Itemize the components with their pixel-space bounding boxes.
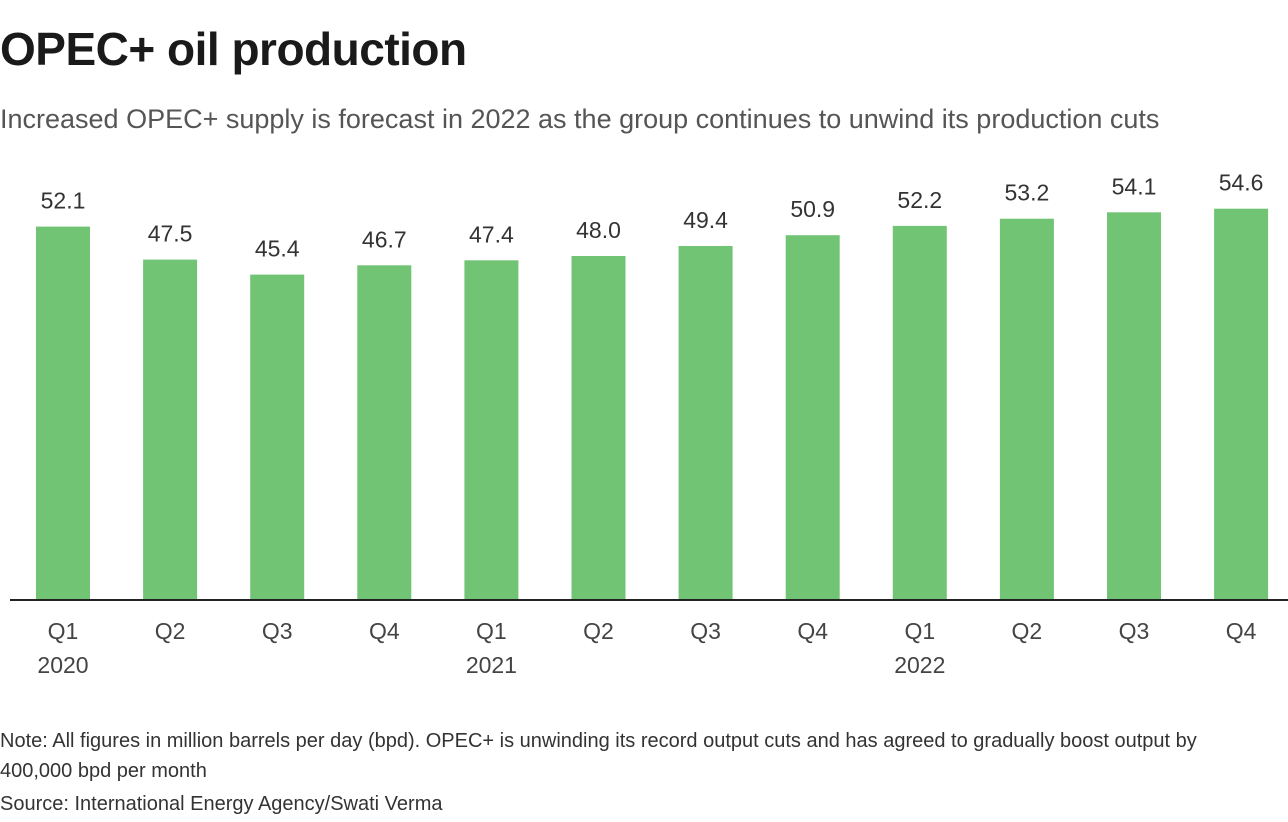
bar <box>785 235 840 600</box>
bar <box>464 260 519 600</box>
bar <box>143 259 198 600</box>
x-tick-label: Q1 <box>476 618 507 644</box>
chart-footer: Note: All figures in million barrels per… <box>0 726 1270 819</box>
x-tick-year-label: 2020 <box>37 652 88 678</box>
x-tick-label: Q1 <box>904 618 935 644</box>
data-label: 46.7 <box>362 226 407 252</box>
chart-subtitle: Increased OPEC+ supply is forecast in 20… <box>0 104 1160 134</box>
data-label: 45.4 <box>255 236 300 262</box>
bar <box>892 225 947 600</box>
data-label: 54.1 <box>1112 173 1157 199</box>
data-label: 47.5 <box>148 221 193 247</box>
data-label: 52.1 <box>41 188 86 214</box>
data-label: 53.2 <box>1005 180 1050 206</box>
x-tick-label: Q1 <box>48 618 79 644</box>
bar <box>1107 212 1161 601</box>
footnote: Note: All figures in million barrels per… <box>0 730 1197 782</box>
x-tick-label: Q2 <box>155 618 186 644</box>
x-tick-label: Q3 <box>1119 618 1150 644</box>
data-label: 52.2 <box>897 187 942 213</box>
bar-chart: 52.1 Q1 2020 47.5 Q2 45.4 Q3 46.7 Q4 47.4 Q1 2021 48… <box>0 170 1288 690</box>
data-label: 50.9 <box>790 196 835 222</box>
bar-chart-svg: 52.1 Q1 2020 47.5 Q2 45.4 Q3 46.7 Q4 47.4 Q1 2021 48… <box>10 170 1288 678</box>
x-tick-label: Q2 <box>1012 618 1043 644</box>
data-label: 54.6 <box>1219 170 1264 196</box>
x-tick-label: Q2 <box>583 618 614 644</box>
x-tick-label: Q3 <box>262 618 293 644</box>
bar <box>1214 208 1269 600</box>
bar <box>571 256 626 600</box>
data-label: 48.0 <box>576 217 621 243</box>
data-label: 49.4 <box>683 207 728 233</box>
bar <box>678 246 733 600</box>
bar <box>999 218 1054 600</box>
x-tick-label: Q3 <box>690 618 721 644</box>
bar <box>357 265 412 600</box>
x-tick-label: Q4 <box>1226 618 1257 644</box>
x-tick-label: Q4 <box>797 618 828 644</box>
bar <box>36 226 90 600</box>
x-tick-year-label: 2022 <box>894 652 945 678</box>
bar <box>250 274 305 600</box>
x-tick-year-label: 2021 <box>466 652 517 678</box>
chart-title: OPEC+ oil production <box>0 23 467 75</box>
x-tick-label: Q4 <box>369 618 400 644</box>
data-label: 47.4 <box>469 221 514 247</box>
source-line: Source: International Energy Agency/Swat… <box>0 793 443 815</box>
